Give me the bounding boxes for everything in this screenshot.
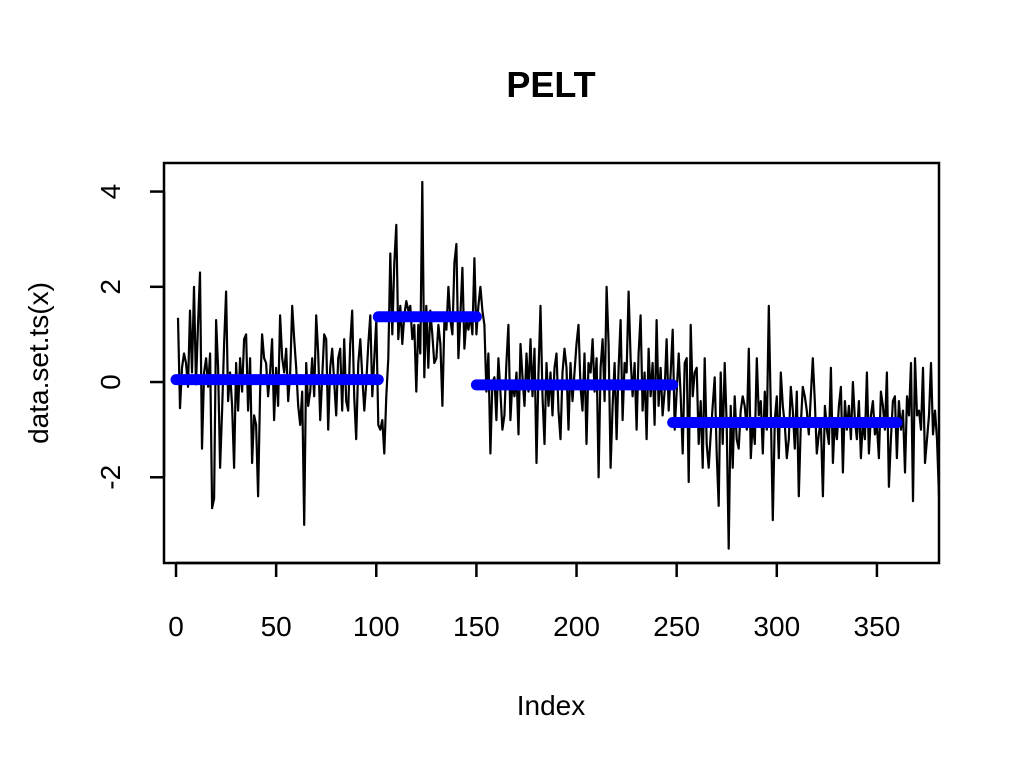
x-tick-label: 150 <box>453 611 500 642</box>
changepoint-segments <box>170 311 903 429</box>
x-tick-label: 50 <box>261 611 292 642</box>
x-tick-label: 100 <box>353 611 400 642</box>
x-tick-label: 350 <box>854 611 901 642</box>
y-tick-label: 2 <box>95 279 126 295</box>
y-tick-label: -2 <box>95 465 126 490</box>
x-tick-label: 250 <box>653 611 700 642</box>
data-series <box>176 180 941 550</box>
x-tick-label: 0 <box>168 611 184 642</box>
y-tick-label: 4 <box>95 184 126 200</box>
x-tick-label: 300 <box>753 611 800 642</box>
y-tick-label: 0 <box>95 374 126 390</box>
y-axis: -2 0 2 4 <box>95 184 166 490</box>
x-axis: 0 50 100 150 200 250 300 350 <box>168 561 901 642</box>
y-axis-label: data.set.ts(x) <box>23 282 54 444</box>
x-tick-label: 200 <box>553 611 600 642</box>
series-line <box>176 180 941 550</box>
chart-title: PELT <box>506 64 595 105</box>
x-axis-label: Index <box>517 690 586 721</box>
plot-frame <box>162 161 941 565</box>
